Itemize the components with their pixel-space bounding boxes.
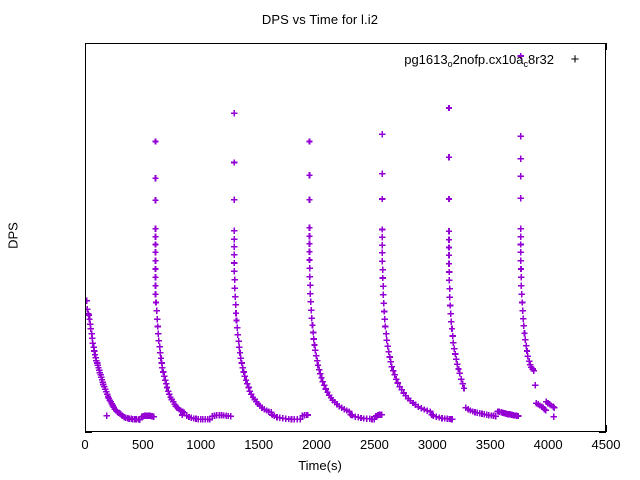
x-tick-mark (606, 425, 607, 432)
legend-text-part: pg1613 (404, 51, 448, 67)
x-tick-label: 4500 (591, 437, 621, 452)
legend-marker-plus: + (570, 50, 580, 68)
data-point-group (86, 52, 558, 423)
y-axis-label: DPS (5, 222, 21, 249)
x-tick-mark (606, 43, 607, 50)
legend-subscript: c (523, 58, 528, 69)
legend-subscript: o (447, 58, 453, 69)
legend-label: pg1613o2nofp.cx10ac8r32 (404, 51, 554, 69)
y-tick-mark (85, 432, 92, 433)
x-tick-label: 2500 (359, 437, 389, 452)
x-tick-label: 3000 (417, 437, 447, 452)
chart-title: DPS vs Time for l.i2 (261, 12, 379, 27)
x-axis-label: Time(s) (298, 458, 342, 473)
x-tick-label: 1000 (186, 437, 216, 452)
scatter-data-layer (86, 52, 558, 423)
plot-area (85, 43, 606, 432)
x-tick-label: 1500 (244, 437, 274, 452)
x-tick-label: 0 (81, 437, 89, 452)
x-tick-label: 3500 (475, 437, 505, 452)
y-tick-mark (599, 432, 606, 433)
x-tick-label: 500 (132, 437, 154, 452)
legend-text-part: 8r32 (527, 51, 554, 67)
x-tick-label: 4000 (533, 437, 563, 452)
legend: pg1613o2nofp.cx10ac8r32 + (350, 48, 596, 70)
x-tick-label: 2000 (302, 437, 332, 452)
legend-text-part: 2nofp.cx10a (452, 51, 524, 67)
